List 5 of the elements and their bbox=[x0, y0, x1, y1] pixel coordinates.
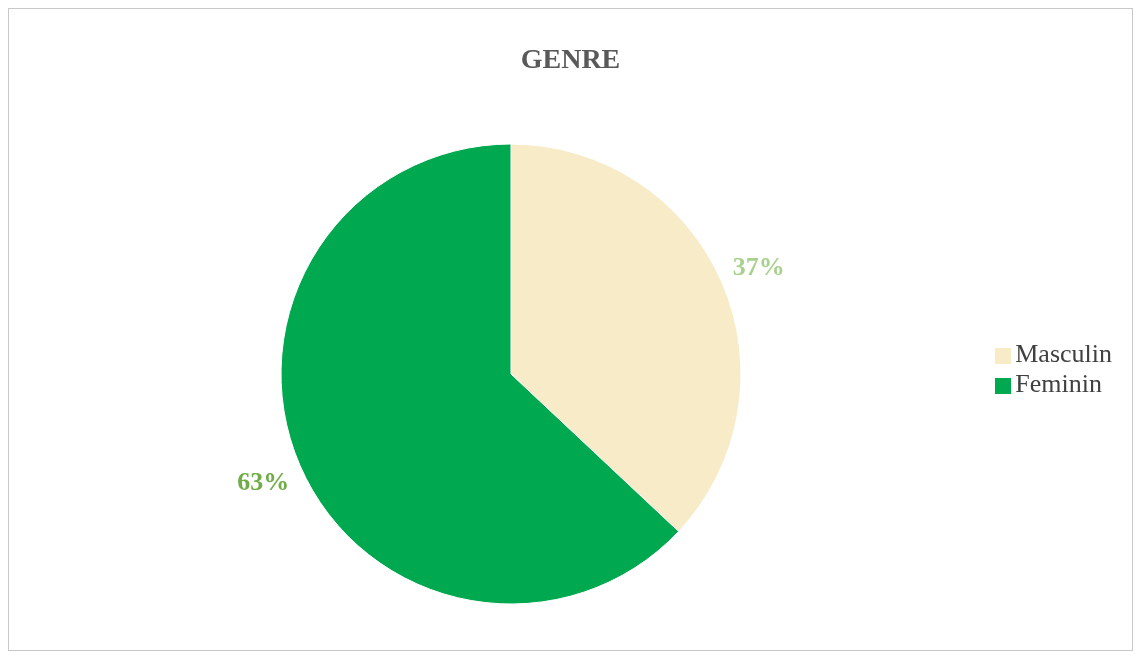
data-label: 63% bbox=[237, 466, 290, 496]
legend-label: Feminin bbox=[1015, 369, 1102, 398]
chart-title: GENRE bbox=[519, 43, 622, 75]
data-label: 37% bbox=[732, 252, 785, 282]
legend-label: Masculin bbox=[1015, 339, 1112, 368]
